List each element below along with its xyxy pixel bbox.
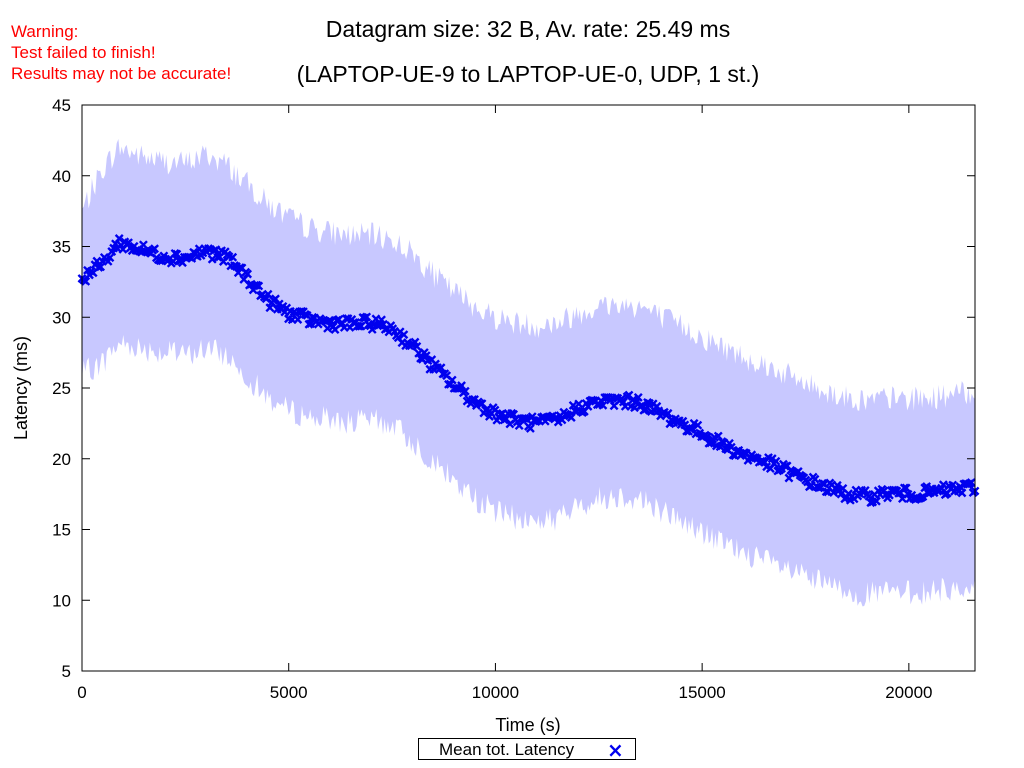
- data-point: [901, 483, 911, 493]
- data-point: [207, 254, 217, 264]
- data-point: [771, 456, 781, 466]
- data-point: [871, 496, 881, 506]
- data-point: [899, 483, 909, 493]
- data-point: [243, 269, 253, 279]
- data-point: [522, 414, 532, 424]
- data-point: [525, 423, 535, 433]
- chart-title: Datagram size: 32 B, Av. rate: 25.49 ms: [325, 16, 731, 42]
- data-point: [514, 421, 524, 431]
- y-axis-label: Latency (ms): [11, 336, 31, 440]
- data-point: [663, 408, 673, 418]
- warning-line-3: Results may not be accurate!: [11, 64, 232, 83]
- x-tick-label: 0: [77, 683, 86, 702]
- data-point: [574, 399, 584, 409]
- data-point: [693, 420, 703, 430]
- data-point: [172, 249, 182, 259]
- data-point: [306, 319, 316, 329]
- y-tick-label: 45: [52, 96, 71, 115]
- y-tick-label: 15: [52, 521, 71, 540]
- x-tick-label: 20000: [885, 683, 932, 702]
- data-point: [114, 233, 124, 243]
- data-point: [457, 381, 466, 391]
- data-point: [810, 474, 820, 484]
- data-point: [150, 244, 160, 254]
- y-tick-label: 20: [52, 450, 71, 469]
- data-point: [96, 262, 106, 272]
- data-point: [356, 321, 366, 331]
- data-point: [138, 240, 148, 250]
- mean-latency-markers: [77, 233, 980, 508]
- y-tick-label: 25: [52, 379, 71, 398]
- data-point: [447, 375, 457, 385]
- data-point: [864, 491, 874, 501]
- legend: Mean tot. Latency ×: [418, 738, 636, 762]
- y-tick-label: 40: [52, 167, 71, 186]
- data-point: [468, 395, 478, 405]
- x-tick-label: 15000: [678, 683, 725, 702]
- data-point: [832, 480, 842, 490]
- axes: 0 5000 10000 15000 20000 5 10 15 20 25 30 35 40 45: [52, 96, 975, 702]
- data-point: [362, 312, 372, 322]
- data-point: [702, 431, 712, 441]
- warning-line-2: Test failed to finish!: [11, 43, 156, 62]
- y-tick-label: 35: [52, 238, 71, 257]
- data-point: [957, 488, 967, 498]
- y-tick-label: 30: [52, 308, 71, 327]
- data-point: [105, 253, 115, 263]
- x-tick-label: 10000: [472, 683, 519, 702]
- legend-label: Mean tot. Latency: [439, 740, 575, 759]
- data-point: [254, 281, 264, 291]
- data-point: [460, 386, 470, 396]
- data-point: [323, 323, 333, 333]
- data-point: [713, 431, 723, 441]
- x-axis-label: Time (s): [495, 715, 560, 735]
- latency-range-band: [82, 139, 975, 607]
- data-point: [918, 492, 928, 502]
- chart-subtitle: (LAPTOP-UE-9 to LAPTOP-UE-0, UDP, 1 st.): [296, 61, 760, 87]
- data-point: [399, 330, 409, 340]
- data-point: [81, 276, 91, 286]
- data-point: [302, 310, 312, 320]
- data-point: [966, 478, 976, 487]
- y-tick-label: 5: [62, 662, 71, 681]
- data-point: [641, 404, 651, 414]
- data-point: [633, 392, 643, 402]
- data-point: [412, 341, 422, 351]
- data-point: [228, 252, 238, 262]
- y-tick-label: 10: [52, 591, 71, 610]
- data-point: [293, 315, 303, 324]
- legend-x-marker-icon: ×: [607, 738, 624, 762]
- data-point: [436, 363, 446, 373]
- latency-band-layer: [82, 139, 975, 607]
- x-tick-label: 5000: [270, 683, 308, 702]
- data-point: [598, 400, 608, 410]
- warning-line-1: Warning:: [11, 22, 79, 41]
- data-point: [922, 482, 932, 492]
